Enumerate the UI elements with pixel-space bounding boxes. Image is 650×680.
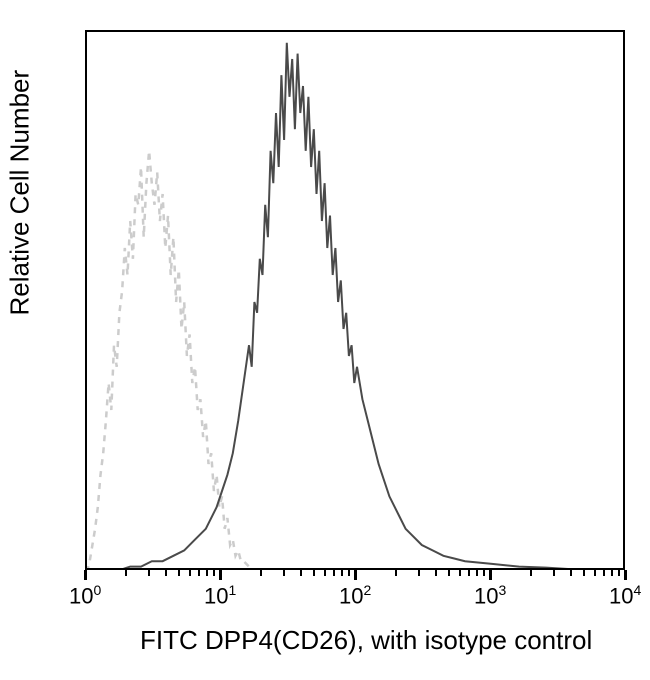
x-tick-label: 103: [474, 582, 506, 609]
x-tick-major: [489, 570, 492, 580]
x-tick-minor: [313, 570, 315, 576]
x-tick-label: 101: [204, 582, 236, 609]
x-tick-minor: [459, 570, 461, 576]
x-tick-minor: [324, 570, 326, 576]
x-tick-label: 104: [609, 582, 641, 609]
x-tick-minor: [178, 570, 180, 576]
x-tick-major: [624, 570, 627, 580]
x-tick-minor: [213, 570, 215, 576]
x-tick-minor: [148, 570, 150, 576]
x-tick-minor: [483, 570, 485, 576]
plot-area: [85, 30, 625, 570]
x-tick-minor: [189, 570, 191, 576]
x-tick-minor: [603, 570, 605, 576]
x-tick-minor: [165, 570, 167, 576]
x-tick-minor: [530, 570, 532, 576]
series-dpp4_cd26: [87, 43, 625, 570]
x-tick-minor: [348, 570, 350, 576]
x-tick-minor: [418, 570, 420, 576]
x-tick-minor: [476, 570, 478, 576]
x-tick-minor: [198, 570, 200, 576]
x-tick-minor: [570, 570, 572, 576]
x-tick-minor: [125, 570, 127, 576]
x-tick-minor: [583, 570, 585, 576]
x-axis-label: FITC DPP4(CD26), with isotype control: [140, 625, 592, 656]
x-tick-minor: [206, 570, 208, 576]
x-tick-major: [354, 570, 357, 580]
x-tick-minor: [448, 570, 450, 576]
x-tick-major: [219, 570, 222, 580]
x-tick-minor: [468, 570, 470, 576]
x-tick-minor: [594, 570, 596, 576]
x-tick-minor: [395, 570, 397, 576]
y-axis-label: Relative Cell Number: [5, 70, 36, 316]
x-tick-label: 100: [69, 582, 101, 609]
x-tick-label: 102: [339, 582, 371, 609]
x-tick-minor: [611, 570, 613, 576]
x-tick-minor: [300, 570, 302, 576]
x-tick-minor: [435, 570, 437, 576]
x-tick-minor: [333, 570, 335, 576]
x-tick-minor: [283, 570, 285, 576]
x-tick-minor: [553, 570, 555, 576]
x-tick-minor: [618, 570, 620, 576]
histogram-svg: [87, 32, 625, 570]
flow-cytometry-chart: 100101102103104: [85, 30, 625, 570]
x-tick-minor: [341, 570, 343, 576]
x-tick-major: [84, 570, 87, 580]
x-tick-minor: [260, 570, 262, 576]
